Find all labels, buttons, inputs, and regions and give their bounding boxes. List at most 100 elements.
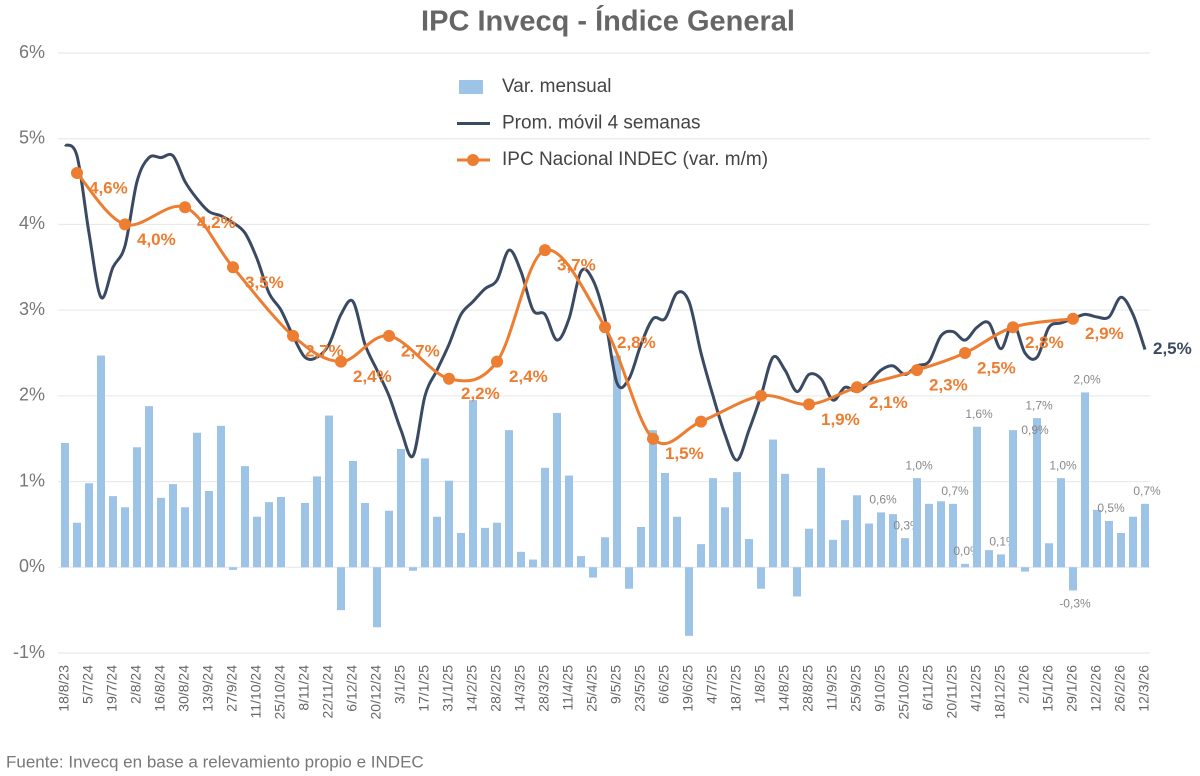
data-label: -0,3% bbox=[1059, 597, 1091, 611]
x-tick-label: 13/9/24 bbox=[200, 665, 216, 712]
x-tick-label: 30/8/24 bbox=[176, 665, 192, 712]
bar bbox=[361, 503, 369, 568]
x-tick-label: 14/2/25 bbox=[464, 665, 480, 712]
source: Fuente: Invecq en base a relevamiento pr… bbox=[6, 752, 424, 771]
x-tick-label: 2/1/26 bbox=[1016, 665, 1032, 704]
bar bbox=[721, 507, 729, 568]
marker bbox=[647, 432, 659, 445]
bar bbox=[577, 556, 585, 568]
bar bbox=[205, 491, 213, 568]
marker bbox=[227, 261, 239, 274]
x-tick-label: 20/11/25 bbox=[944, 665, 960, 719]
bar bbox=[997, 554, 1005, 568]
marker bbox=[539, 244, 551, 257]
x-tick-label: 17/1/25 bbox=[416, 665, 432, 712]
bar bbox=[1081, 392, 1089, 568]
marker bbox=[911, 364, 923, 377]
x-tick-label: 12/2/26 bbox=[1088, 665, 1104, 712]
marker bbox=[1067, 312, 1079, 325]
bar bbox=[1093, 509, 1101, 568]
marker bbox=[851, 381, 863, 394]
bar bbox=[493, 522, 501, 568]
x-tick-label: 31/1/25 bbox=[440, 665, 456, 712]
bar bbox=[61, 443, 69, 568]
bar bbox=[733, 472, 741, 568]
marker bbox=[335, 355, 347, 368]
x-tick-label: 25/4/25 bbox=[584, 665, 600, 712]
bar bbox=[589, 567, 597, 578]
bar bbox=[181, 507, 189, 568]
data-label: 2,2% bbox=[461, 384, 500, 403]
bar bbox=[1057, 478, 1065, 568]
y-tick-label: 2% bbox=[19, 385, 45, 405]
bar bbox=[325, 415, 333, 568]
bar bbox=[1045, 543, 1053, 568]
bar bbox=[853, 495, 861, 568]
legend-swatch bbox=[459, 80, 483, 94]
bar bbox=[229, 567, 237, 570]
bar bbox=[313, 476, 321, 568]
bar bbox=[781, 473, 789, 568]
bar bbox=[193, 432, 201, 568]
x-tick-label: 4/12/25 bbox=[968, 665, 984, 712]
bar bbox=[421, 458, 429, 568]
bar bbox=[301, 503, 309, 568]
bar bbox=[817, 467, 825, 568]
x-tick-label: 28/8/25 bbox=[800, 665, 816, 712]
bar bbox=[1129, 516, 1137, 568]
x-tick-label: 6/12/24 bbox=[344, 665, 360, 712]
bar bbox=[253, 516, 261, 568]
bar bbox=[961, 563, 969, 568]
bar bbox=[109, 496, 117, 568]
bar bbox=[805, 528, 813, 568]
bar bbox=[529, 559, 537, 568]
x-tick-label: 28/3/25 bbox=[536, 665, 552, 712]
data-label: 2,8% bbox=[1025, 333, 1064, 352]
data-label: 2,4% bbox=[353, 367, 392, 386]
legend-label: IPC Nacional INDEC (var. m/m) bbox=[502, 149, 768, 170]
data-label: 3,7% bbox=[557, 256, 596, 275]
y-tick-label: -1% bbox=[13, 642, 45, 662]
bar bbox=[661, 473, 669, 568]
y-tick-label: 6% bbox=[19, 42, 45, 62]
bar bbox=[613, 355, 621, 568]
x-tick-label: 6/11/25 bbox=[920, 665, 936, 711]
bar bbox=[757, 567, 765, 589]
y-tick-label: 3% bbox=[19, 299, 45, 319]
bar bbox=[697, 544, 705, 568]
bar bbox=[97, 355, 105, 568]
x-tick-label: 4/7/25 bbox=[704, 665, 720, 704]
x-tick-label: 27/9/24 bbox=[224, 665, 240, 712]
bar bbox=[841, 520, 849, 568]
bar bbox=[793, 567, 801, 597]
x-tick-label: 5/7/24 bbox=[80, 665, 96, 704]
marker bbox=[1007, 321, 1019, 334]
bar bbox=[265, 502, 273, 568]
x-tick-label: 9/5/25 bbox=[608, 665, 624, 704]
bar bbox=[649, 430, 657, 568]
bar bbox=[1009, 430, 1017, 568]
marker bbox=[959, 347, 971, 359]
bar bbox=[625, 567, 633, 589]
x-tick-label: 25/10/24 bbox=[272, 665, 288, 720]
marker bbox=[599, 321, 611, 334]
bar bbox=[1021, 567, 1029, 572]
bar bbox=[901, 538, 909, 568]
data-label: 2,3% bbox=[929, 376, 968, 395]
x-tick-label: 15/1/26 bbox=[1040, 665, 1056, 712]
data-label: 1,6% bbox=[965, 407, 993, 421]
x-tick-label: 9/10/25 bbox=[872, 665, 888, 712]
bar bbox=[169, 484, 177, 568]
bar bbox=[469, 400, 477, 568]
bar bbox=[457, 533, 465, 568]
bar bbox=[157, 497, 165, 568]
bar bbox=[241, 466, 249, 568]
marker bbox=[287, 329, 299, 342]
data-label: 2,9% bbox=[1085, 324, 1124, 343]
y-tick-label: 4% bbox=[19, 213, 45, 233]
bar bbox=[889, 514, 897, 568]
x-tick-label: 11/4/25 bbox=[560, 665, 576, 711]
x-tick-label: 12/3/26 bbox=[1136, 665, 1152, 712]
x-tick-label: 16/8/24 bbox=[152, 665, 168, 712]
marker bbox=[179, 201, 191, 214]
